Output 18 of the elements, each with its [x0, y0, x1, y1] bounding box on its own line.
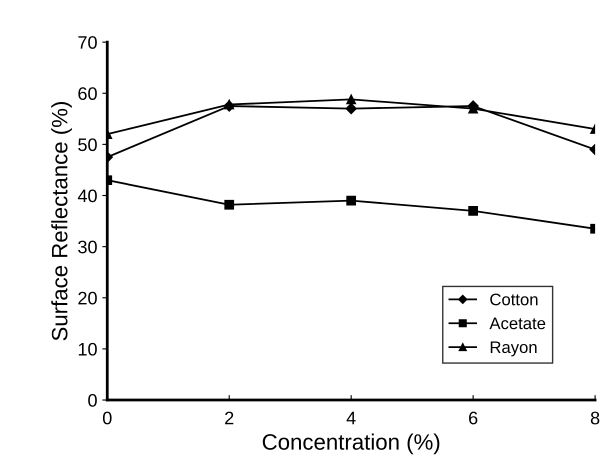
- y-tick-label: 20: [78, 292, 97, 304]
- y-tick-label: 0: [88, 394, 97, 407]
- y-tick-label: 40: [78, 189, 97, 202]
- x-tick-label: 2: [225, 412, 234, 424]
- y-tick-label: 30: [78, 240, 97, 254]
- x-tick-label: 0: [102, 412, 112, 424]
- y-tick-label: 10: [78, 342, 97, 356]
- x-tick-label: 8: [590, 412, 600, 424]
- legend-label: Cotton: [490, 294, 538, 306]
- x-tick-label: 4: [346, 412, 356, 424]
- x-axis-title: Concentration (%): [262, 434, 440, 454]
- y-tick-label: 70: [78, 36, 97, 49]
- legend-label: Rayon: [490, 341, 537, 356]
- y-tick-label: 50: [78, 138, 97, 152]
- legend-label: Acetate: [489, 318, 546, 330]
- x-tick-label: 6: [469, 412, 478, 424]
- y-axis-title: Surface Reflectance (%): [51, 102, 72, 340]
- y-tick-label: 60: [78, 87, 97, 100]
